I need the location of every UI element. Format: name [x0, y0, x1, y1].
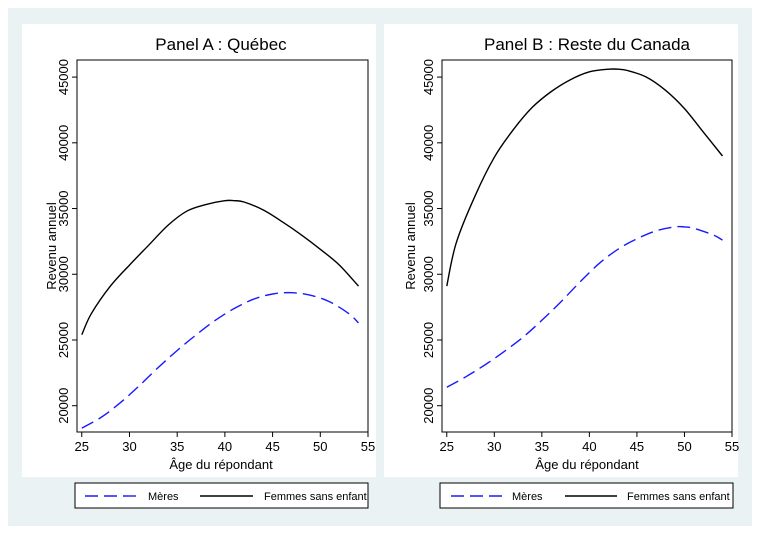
panel-a: Panel A : Québec Revenu annuel Âge du ré…	[22, 24, 376, 509]
panel-a-y-tick-label: 30000	[56, 256, 71, 292]
panel-a-x-tick-label: 25	[75, 439, 89, 454]
panel-b-x-tick-label: 30	[487, 439, 501, 454]
panel-a-x-axis-label: Âge du répondant	[169, 457, 273, 472]
panel-b-x-axis-label: Âge du répondant	[535, 457, 639, 472]
panel-b-legend-label-femmes: Femmes sans enfant	[627, 491, 730, 503]
panel-b-series-femmes-sans-enfant-line	[446, 68, 724, 287]
panel-b-x-tick-label: 45	[630, 439, 644, 454]
panel-a-y-tick-label: 25000	[56, 322, 71, 358]
panel-a-legend-label-femmes: Femmes sans enfant	[264, 491, 367, 503]
panel-a-x-tick-label: 35	[170, 439, 184, 454]
panel-a-x-tick-label: 30	[122, 439, 136, 454]
panel-b-legend: Mères Femmes sans enfant	[439, 482, 734, 509]
panel-b-y-tick-label: 35000	[421, 190, 436, 226]
panel-b-legend-label-meres: Mères	[512, 491, 543, 503]
panel-b-plot-frame	[441, 59, 733, 433]
panel-a-x-tick-label: 45	[265, 439, 279, 454]
panel-b-title: Panel B : Reste du Canada	[484, 35, 691, 54]
panel-b-ticks: 25 30 35 40 45 50 55 20000 25000 30000 35000 40000 4…	[421, 59, 739, 454]
panel-b-y-tick-label: 45000	[421, 59, 436, 95]
panel-b-y-axis-label: Revenu annuel	[403, 202, 418, 290]
panel-b-y-tick-label: 20000	[421, 388, 436, 424]
panel-b-x-tick-label: 50	[677, 439, 691, 454]
panel-a-y-tick-label: 45000	[56, 59, 71, 95]
panel-a-legend: Mères Femmes sans enfant	[74, 482, 369, 509]
panel-b-y-tick-label: 30000	[421, 256, 436, 292]
panel-a-plot-frame	[76, 59, 369, 433]
panel-a-y-tick-label: 35000	[56, 190, 71, 226]
panel-a-title: Panel A : Québec	[155, 35, 287, 54]
panel-b-series	[446, 68, 724, 388]
panel-b-x-tick-label: 40	[582, 439, 596, 454]
panel-b: Panel B : Reste du Canada Revenu annuel …	[384, 24, 739, 509]
panel-a-y-tick-label: 40000	[56, 125, 71, 161]
panel-b-x-tick-label: 35	[535, 439, 549, 454]
panel-a-series-meres-line	[81, 291, 359, 429]
panel-a-legend-label-meres: Mères	[148, 491, 179, 503]
panel-a-series	[81, 199, 360, 429]
panel-a-x-tick-label: 40	[218, 439, 232, 454]
panel-a-ticks: 25 30 35 40 45 50 55 20000 25000 30000 35000 40000 4…	[56, 59, 375, 454]
panel-b-series-meres-line	[446, 225, 723, 388]
panel-a-x-tick-label: 55	[361, 439, 375, 454]
panel-b-x-tick-label: 55	[725, 439, 739, 454]
panel-a-y-axis-label: Revenu annuel	[44, 202, 59, 290]
panel-a-y-tick-label: 20000	[56, 388, 71, 424]
panel-a-x-tick-label: 50	[313, 439, 327, 454]
panel-b-x-tick-label: 25	[440, 439, 454, 454]
panel-b-y-tick-label: 25000	[421, 322, 436, 358]
panel-b-y-tick-label: 40000	[421, 125, 436, 161]
panel-a-series-femmes-sans-enfant-line	[81, 199, 360, 335]
